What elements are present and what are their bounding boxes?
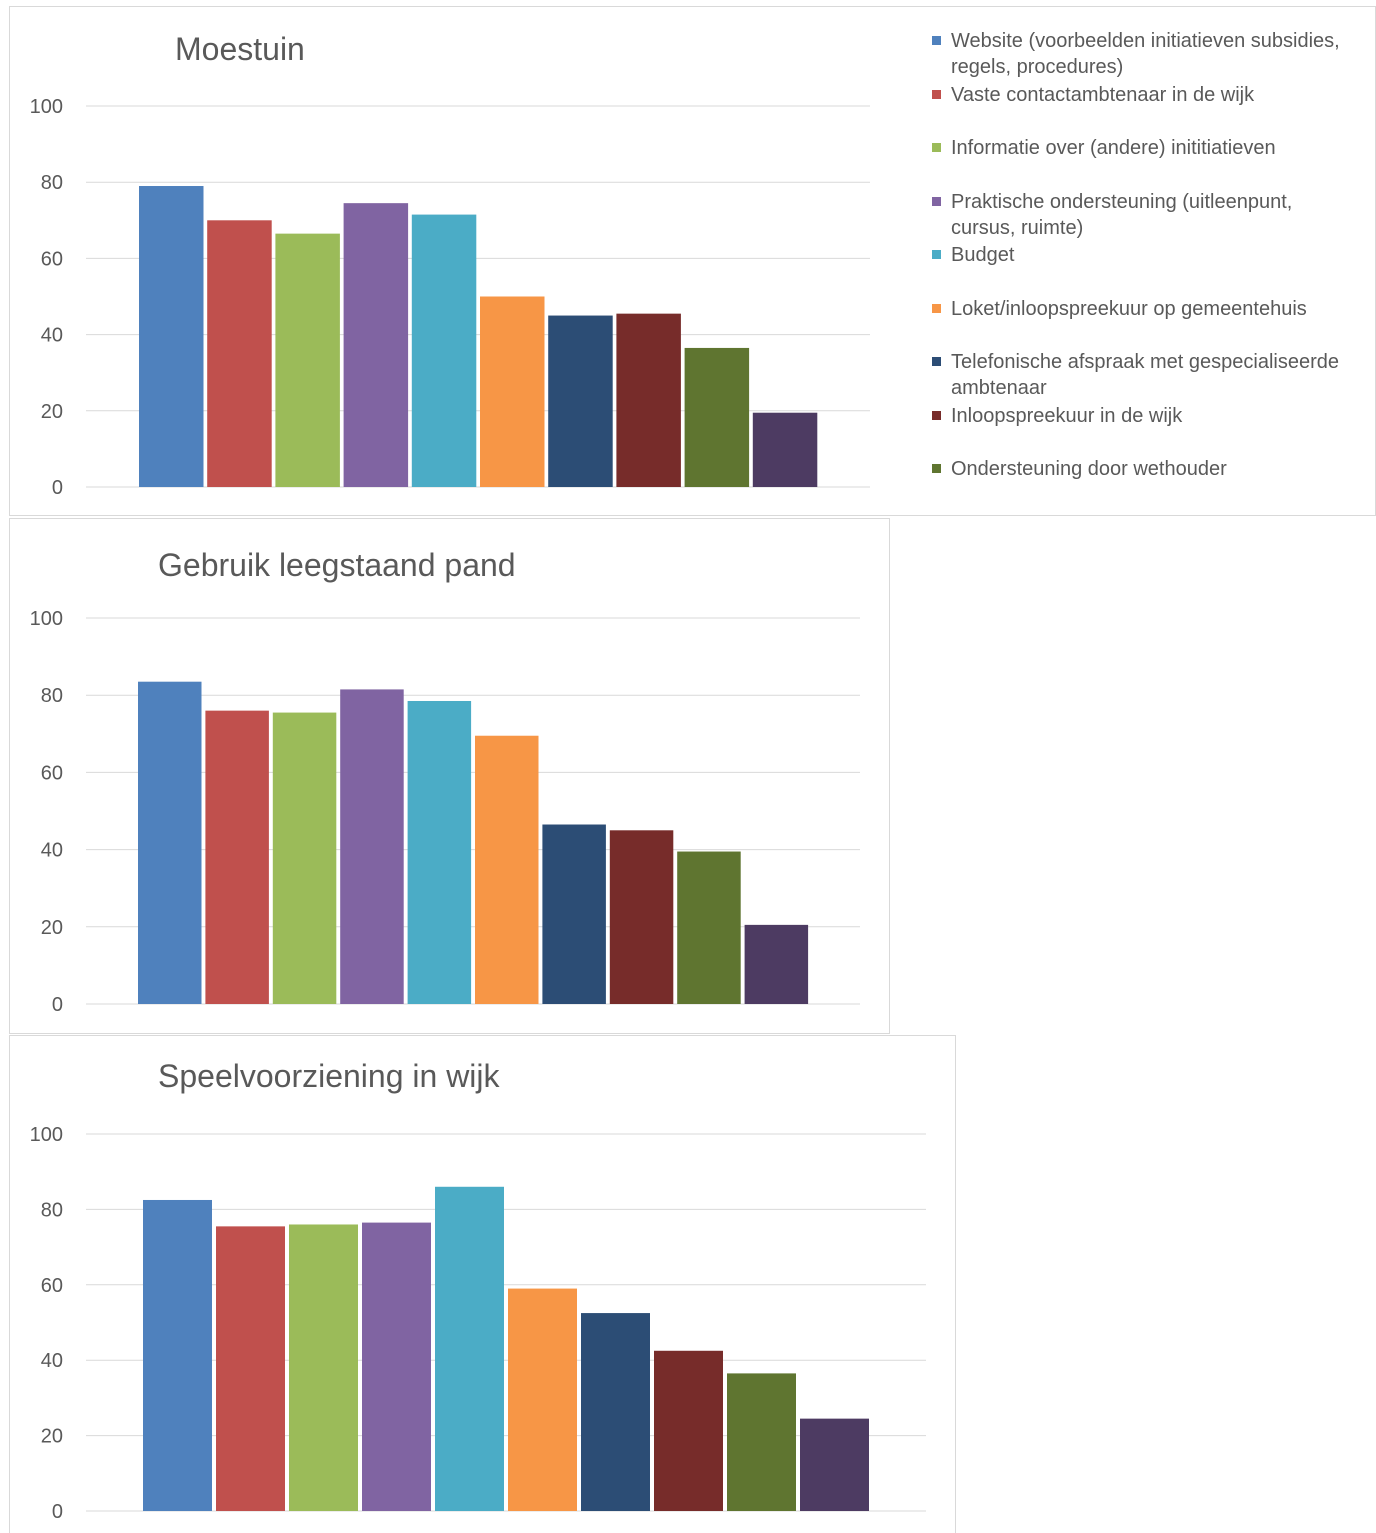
chart-title: Gebruik leegstaand pand (158, 547, 516, 583)
bar (475, 735, 539, 1004)
bar (289, 1224, 358, 1511)
chart-moestuin: 0 20 40 60 80 100 Moestuin (30, 31, 870, 499)
bar (752, 412, 818, 487)
legend-label: Vaste contactambtenaar in de wijk (951, 84, 1255, 106)
bar (216, 1226, 285, 1511)
legend-swatch (932, 357, 941, 366)
y-tick-label: 20 (41, 1426, 63, 1448)
y-tick-label: 0 (52, 994, 63, 1016)
legend-label: Inloopspreekuur in de wijk (951, 405, 1183, 427)
legend-swatch (932, 143, 941, 152)
legend-item-inloopspreekuur-wijk: Inloopspreekuur in de wijk (932, 403, 1356, 429)
bar (581, 1313, 650, 1511)
legend-swatch (932, 36, 941, 45)
y-tick-label: 40 (41, 325, 63, 347)
legend-swatch (932, 304, 941, 313)
bar (508, 1288, 577, 1511)
bar (143, 1199, 212, 1511)
legend-label: Loket/inloopspreekuur op gemeentehuis (951, 298, 1307, 320)
bar (654, 1350, 723, 1511)
legend-item-praktische-ondersteuning: Praktische ondersteuning (uitleenpunt, c… (932, 189, 1356, 241)
bar (548, 315, 613, 487)
bar (205, 710, 269, 1004)
legend-label: Informatie over (andere) inititiatieven (951, 137, 1276, 159)
bar (800, 1418, 869, 1511)
bar (616, 313, 681, 487)
y-tick-label: 40 (41, 1350, 63, 1372)
bar (727, 1373, 796, 1511)
y-tick-label: 20 (41, 401, 63, 423)
y-tick-label: 0 (52, 1501, 63, 1523)
bar (677, 851, 741, 1004)
y-tick-label: 0 (52, 477, 63, 499)
bar (744, 924, 809, 1004)
legend-label: Praktische ondersteuning (uitleenpunt, c… (951, 191, 1293, 239)
legend-item-telefonische-afspraak: Telefonische afspraak met gespecialiseer… (932, 349, 1356, 401)
bar (272, 712, 337, 1004)
legend-swatch (932, 90, 941, 99)
bar (684, 347, 750, 487)
legend-swatch (932, 197, 941, 206)
chart-title: Speelvoorziening in wijk (158, 1058, 501, 1094)
bar (138, 681, 202, 1004)
y-tick-label: 60 (41, 248, 63, 270)
bar (411, 214, 477, 487)
chart-gebruik-leegstaand-pand: 0 20 40 60 80 100 Gebruik leegstaand pand (30, 547, 860, 1016)
bar (407, 700, 472, 1004)
y-tick-label: 80 (41, 685, 63, 707)
legend-swatch (932, 411, 941, 420)
legend-item-ondersteuning-wethouder: Ondersteuning door wethouder (932, 456, 1356, 482)
chart-speelvoorziening-in-wijk: 0 20 40 60 80 100 Speelvoorziening in wijk (30, 1058, 926, 1523)
legend-swatch (932, 250, 941, 259)
legend-item-informatie: Informatie over (andere) inititiatieven (932, 135, 1356, 161)
bar (275, 233, 340, 487)
legend-item-website: Website (voorbeelden initiatieven subsid… (932, 28, 1356, 80)
y-tick-label: 100 (30, 608, 63, 630)
y-tick-label: 20 (41, 917, 63, 939)
legend-item-loket: Loket/inloopspreekuur op gemeentehuis (932, 296, 1356, 322)
y-tick-label: 40 (41, 840, 63, 862)
bar (340, 689, 404, 1004)
y-tick-label: 100 (30, 96, 63, 118)
bar (362, 1222, 431, 1511)
bar (343, 203, 409, 487)
y-tick-label: 100 (30, 1124, 63, 1146)
legend-label: Ondersteuning door wethouder (951, 458, 1227, 480)
y-tick-label: 80 (41, 1199, 63, 1221)
bar (435, 1186, 504, 1511)
bar (542, 824, 606, 1004)
legend-item-vaste-contactambtenaar: Vaste contactambtenaar in de wijk (932, 82, 1356, 108)
y-tick-label: 60 (41, 762, 63, 784)
legend-swatch (932, 464, 941, 473)
legend-item-budget: Budget (932, 242, 1356, 268)
bar (207, 220, 272, 488)
y-tick-label: 60 (41, 1275, 63, 1297)
legend-label: Telefonische afspraak met gespecialiseer… (951, 351, 1339, 399)
bar (609, 830, 674, 1004)
chart-title: Moestuin (175, 31, 305, 67)
legend-label: Website (voorbeelden initiatieven subsid… (951, 30, 1340, 78)
y-tick-label: 80 (41, 172, 63, 194)
bar (480, 296, 545, 487)
bar (139, 186, 204, 487)
legend-label: Budget (951, 244, 1015, 266)
